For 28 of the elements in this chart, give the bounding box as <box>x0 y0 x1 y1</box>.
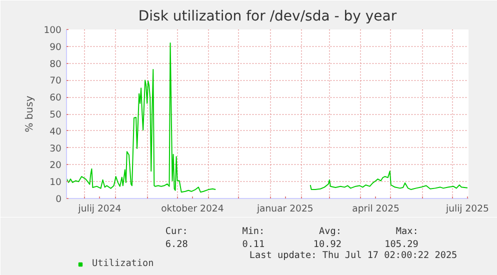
text: Max: <box>396 226 418 237</box>
y-tick-label: 90 <box>50 42 62 53</box>
text: 0.11 <box>242 239 265 250</box>
y-tick-label: 10 <box>50 177 62 188</box>
y-tick-label: 100 <box>44 25 62 36</box>
text: 105.29 <box>384 239 418 250</box>
y-tick-label: 20 <box>50 160 62 172</box>
x-tick-label: januar 2025 <box>256 204 314 214</box>
chart-title: Disk utilization for /dev/sda - by year <box>138 8 397 24</box>
text: Last update: Thu Jul 17 02:00:22 2025 <box>249 250 458 261</box>
legend-label: Utilization <box>92 258 154 269</box>
text: 6.28 <box>165 239 188 250</box>
x-tick-label: julij 2024 <box>77 204 122 214</box>
y-tick-label: 80 <box>50 58 62 70</box>
x-tick-label: april 2025 <box>352 204 400 214</box>
text: Cur: <box>165 226 188 237</box>
text: 10.92 <box>313 239 342 250</box>
y-tick-label: 60 <box>50 92 62 104</box>
y-tick-label: 70 <box>50 76 62 87</box>
y-tick-label: 40 <box>50 126 62 138</box>
y-axis-title: % busy <box>24 96 36 132</box>
y-tick-label: 0 <box>56 194 62 205</box>
x-tick-label: oktober 2024 <box>161 204 224 214</box>
x-tick-label: julij 2025 <box>445 204 490 214</box>
text: Avg: <box>319 226 342 237</box>
y-tick-label: 50 <box>50 110 62 120</box>
text: Min: <box>242 226 265 237</box>
y-tick-label: 30 <box>50 143 62 154</box>
